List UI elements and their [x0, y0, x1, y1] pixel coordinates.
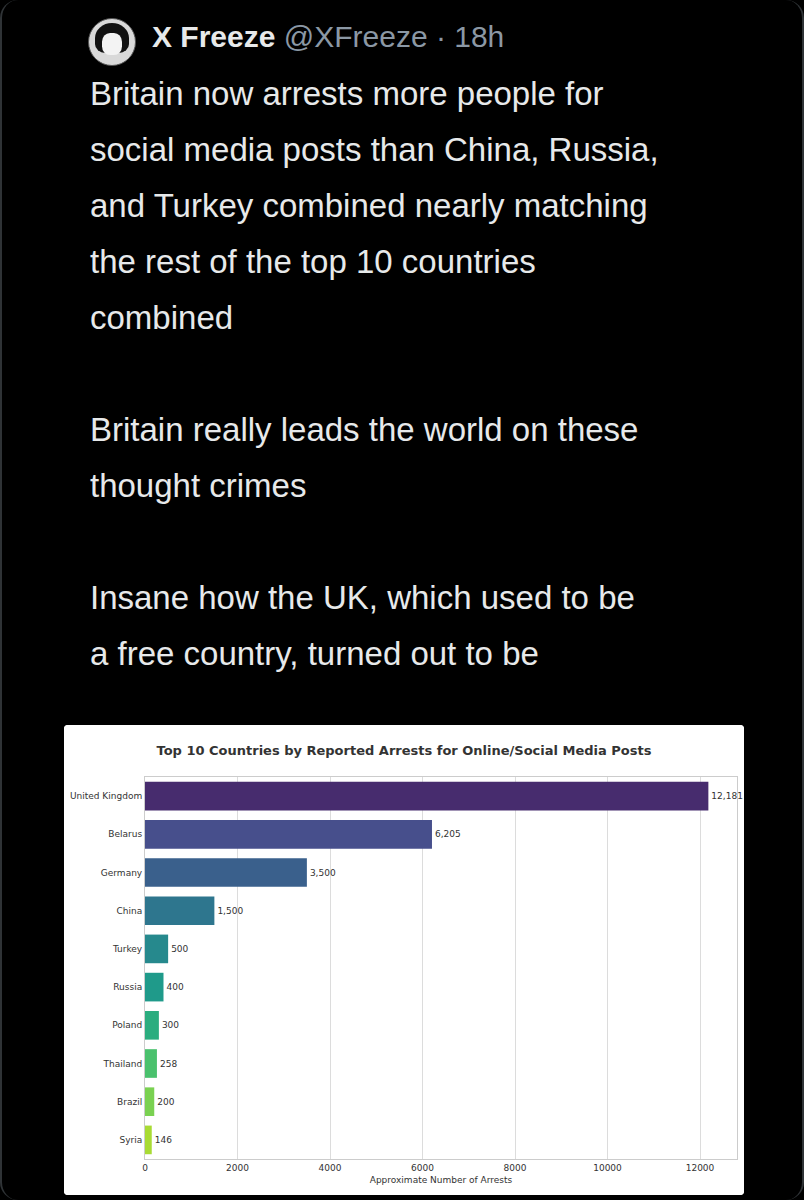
svg-text:500: 500	[171, 944, 188, 954]
svg-text:6000: 6000	[411, 1163, 434, 1173]
svg-text:Russia: Russia	[113, 982, 142, 992]
svg-text:Thailand: Thailand	[103, 1059, 143, 1069]
svg-text:Belarus: Belarus	[108, 829, 142, 839]
svg-text:0: 0	[142, 1163, 148, 1173]
svg-text:Poland: Poland	[112, 1020, 142, 1030]
html-text:Britain really leads the world: Britain really leads the world on these	[90, 411, 639, 448]
svg-text:8000: 8000	[504, 1163, 527, 1173]
svg-text:300: 300	[162, 1020, 179, 1030]
svg-text:2000: 2000	[226, 1163, 249, 1173]
html-text:Britain now arrests more peopl: Britain now arrests more people for	[90, 75, 604, 112]
svg-text:12000: 12000	[686, 1163, 715, 1173]
svg-text:Germany: Germany	[101, 868, 143, 878]
html-text:thought crimes: thought crimes	[90, 467, 307, 504]
html-text:social media posts than China,: social media posts than China, Russia,	[90, 131, 659, 168]
svg-text:4000: 4000	[319, 1163, 342, 1173]
svg-text:146: 146	[155, 1135, 172, 1145]
svg-text:Top 10 Countries by Reported A: Top 10 Countries by Reported Arrests for…	[157, 743, 652, 758]
svg-text:3,500: 3,500	[310, 868, 336, 878]
svg-text:12,181: 12,181	[711, 791, 743, 801]
svg-text:Turkey: Turkey	[112, 944, 143, 954]
html-text:combined: combined	[90, 299, 234, 336]
svg-text:United Kingdom: United Kingdom	[70, 791, 142, 801]
svg-text:200: 200	[157, 1097, 174, 1107]
html-text:and Turkey combined nearly mat: and Turkey combined nearly matching	[90, 187, 648, 224]
html-text:Insane how the UK, which used: Insane how the UK, which used to be	[90, 579, 635, 616]
html-text:a free country, turned out to: a free country, turned out to be	[90, 635, 539, 672]
html-text:X Freeze @XFreeze · 18h: X Freeze @XFreeze · 18h	[152, 20, 505, 53]
svg-text:10000: 10000	[593, 1163, 622, 1173]
svg-text:1,500: 1,500	[217, 906, 243, 916]
svg-text:Syria: Syria	[119, 1135, 142, 1145]
svg-text:400: 400	[167, 982, 184, 992]
html-text:the rest of the top 10 countri: the rest of the top 10 countries	[90, 243, 536, 280]
svg-text:258: 258	[160, 1059, 177, 1069]
svg-text:Brazil: Brazil	[117, 1097, 142, 1107]
svg-text:China: China	[116, 906, 142, 916]
svg-text:6,205: 6,205	[435, 829, 461, 839]
svg-text:Approximate Number of Arrests: Approximate Number of Arrests	[370, 1175, 513, 1185]
